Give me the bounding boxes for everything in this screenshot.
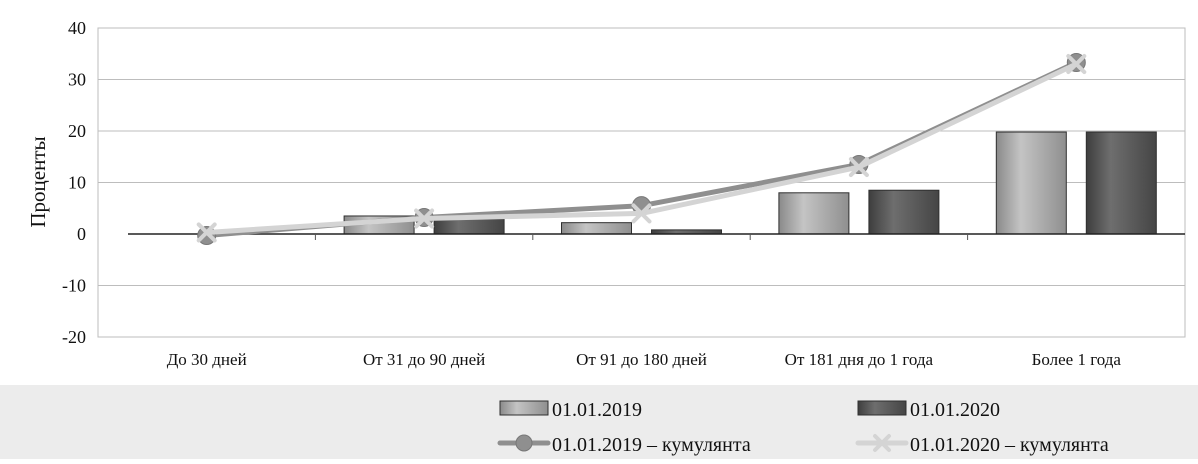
x-tick-label: До 30 дней xyxy=(167,350,247,369)
bars xyxy=(343,131,1157,235)
marker-cross xyxy=(196,222,217,243)
legend-marker-cross xyxy=(873,434,891,452)
y-tick-label: 40 xyxy=(68,18,86,38)
x-tick-label: От 31 до 90 дней xyxy=(363,350,485,369)
marker-cross xyxy=(631,203,652,224)
legend-swatch xyxy=(499,400,549,416)
y-tick-label: 30 xyxy=(68,70,86,90)
x-tick-label: От 91 до 180 дней xyxy=(576,350,707,369)
legend: 01.01.2019 01.01.2020 01.01.2019 – кумулян… xyxy=(497,399,1109,456)
marker-cross xyxy=(848,157,869,178)
axis-labels: -20 -10 0 10 20 30 40 До 30 дней От 31 до 90 дне… xyxy=(62,18,1121,369)
bar-01.01.2020 xyxy=(1085,131,1157,235)
legend-background xyxy=(0,385,1198,459)
bar-01.01.2020 xyxy=(433,218,505,235)
bar-01.01.2019 xyxy=(995,131,1067,235)
y-tick-label: 0 xyxy=(77,224,86,244)
x-tick-label: От 181 дня до 1 года xyxy=(785,350,934,369)
legend-label: 01.01.2019 – кумулянта xyxy=(552,434,751,456)
legend-label: 01.01.2020 xyxy=(910,399,1000,421)
marker-cross xyxy=(414,208,435,229)
legend-swatch xyxy=(857,400,907,416)
y-tick-label: -20 xyxy=(62,327,86,347)
cumulative-lines xyxy=(196,53,1087,246)
x-tick-label: Более 1 года xyxy=(1032,350,1122,369)
legend-label: 01.01.2020 – кумулянта xyxy=(910,434,1109,456)
y-tick-label: 10 xyxy=(68,173,86,193)
bar-01.01.2020 xyxy=(868,189,940,235)
bar-01.01.2019 xyxy=(561,222,632,235)
y-tick-label: 20 xyxy=(68,121,86,141)
legend-marker-circle xyxy=(515,434,533,452)
y-axis-label: Проценты xyxy=(26,136,50,227)
marker-circle xyxy=(197,226,217,246)
marker-cross xyxy=(1066,54,1087,75)
bar-01.01.2019 xyxy=(778,192,850,235)
legend-label: 01.01.2019 xyxy=(552,399,642,421)
y-tick-label: -10 xyxy=(62,276,86,296)
